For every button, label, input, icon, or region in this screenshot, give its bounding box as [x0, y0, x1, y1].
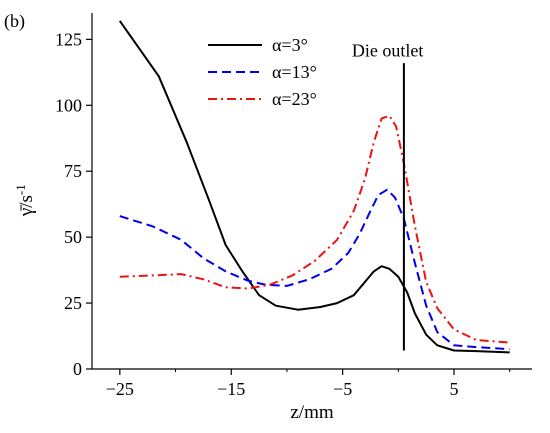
x-axis-label: z/mm [290, 402, 333, 423]
x-tick-label: −5 [333, 379, 352, 399]
y-tick-label: 50 [64, 227, 82, 247]
series-layer [118, 20, 510, 354]
x-tick-label: −15 [217, 379, 245, 399]
legend-label-2: α=13° [272, 62, 317, 82]
y-tick-label: 25 [64, 293, 82, 313]
y-axis-label-superscript: -1 [13, 184, 28, 195]
y-axis-label: γ̄/s-1 [13, 184, 37, 217]
panel-label: (b) [4, 11, 25, 32]
die-outlet-label: Die outlet [352, 41, 423, 61]
legend-label-3: α=23° [272, 89, 317, 109]
y-tick-label: 0 [73, 359, 82, 379]
y-tick-label: 75 [64, 161, 82, 181]
y-axis-label-main: γ̄/s [16, 195, 37, 217]
y-tick-label: 125 [55, 29, 82, 49]
series-line-1 [118, 20, 510, 354]
series-line-2 [119, 188, 510, 351]
series-line-3 [119, 114, 510, 344]
legend: α=3° α=13° α=23° [208, 35, 317, 109]
x-tick-label: −25 [106, 379, 134, 399]
x-tick-label: 5 [450, 379, 459, 399]
y-axis-label-group: γ̄/s-1 [13, 184, 37, 217]
y-tick-label: 100 [55, 95, 82, 115]
legend-label-1: α=3° [272, 35, 308, 55]
